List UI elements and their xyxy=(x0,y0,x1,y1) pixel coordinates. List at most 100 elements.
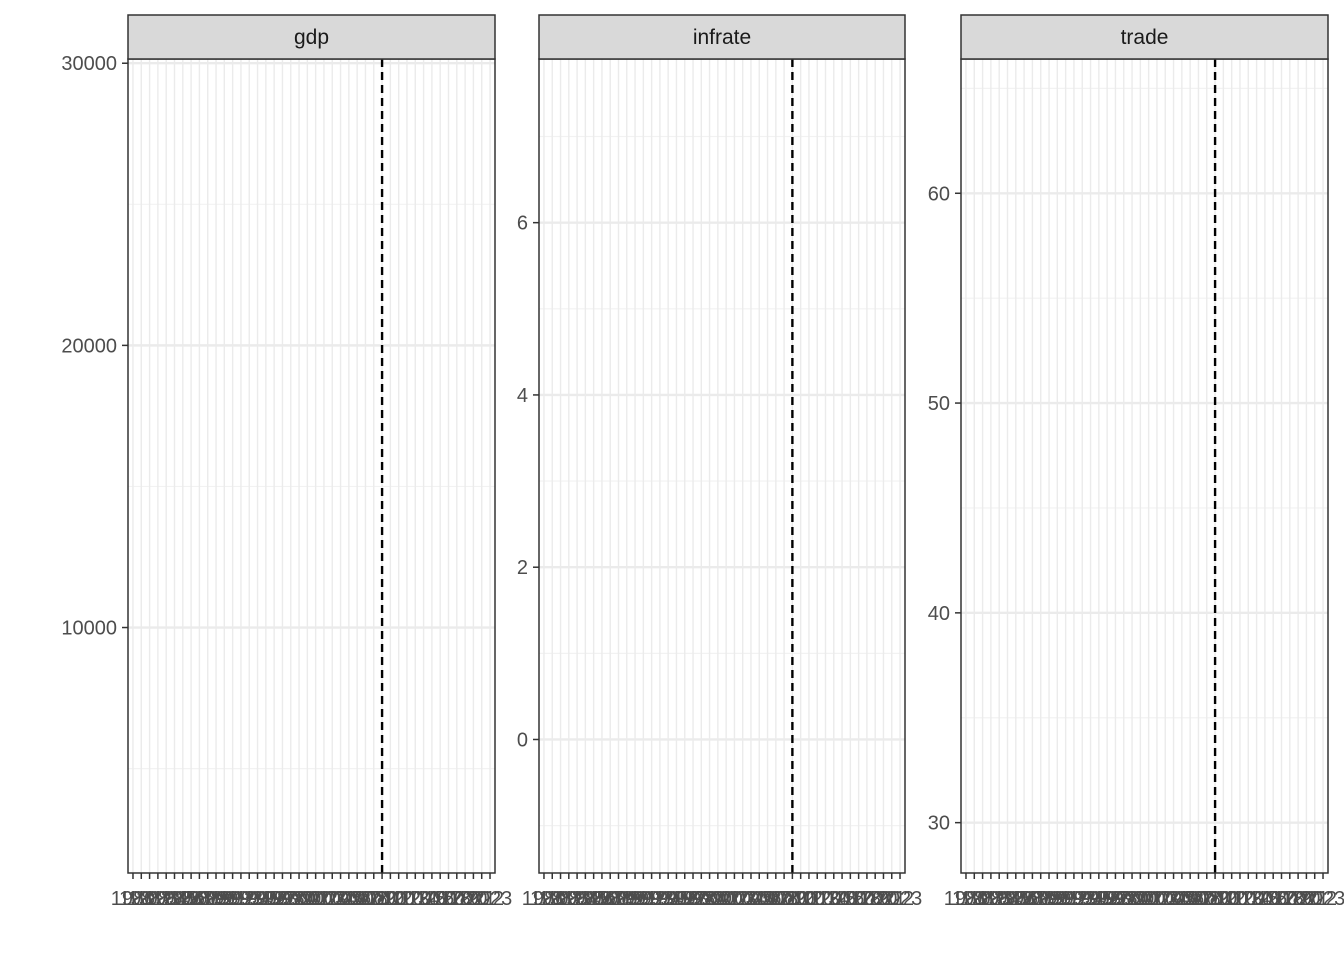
x-tick-label: 2010 xyxy=(360,888,405,910)
x-tick-label: 2009 xyxy=(352,888,397,910)
x-tick-label: 2023 xyxy=(468,888,513,910)
x-tick-label: 2011 xyxy=(369,888,412,910)
x-tick-label: 2016 xyxy=(820,888,865,910)
x-tick-label: 2008 xyxy=(1176,888,1221,910)
x-tick-label: 2002 xyxy=(293,888,338,910)
x-tick-label: 2006 xyxy=(327,888,372,910)
x-tick-label: 1985 xyxy=(985,888,1030,910)
x-tick-label: 2018 xyxy=(426,888,471,910)
y-tick-label: 40 xyxy=(928,603,950,625)
x-tick-label: 2005 xyxy=(318,888,363,910)
x-tick-label: 2012 xyxy=(787,888,832,910)
y-tick-label: 4 xyxy=(517,385,528,407)
x-tick-label: 2016 xyxy=(1243,888,1288,910)
x-tick-label: 2017 xyxy=(1251,888,1296,910)
x-tick-label: 1985 xyxy=(563,888,608,910)
x-tick-label: 2001 xyxy=(696,888,741,910)
x-tick-label: 2004 xyxy=(1143,888,1188,910)
x-tick-label: 2014 xyxy=(393,888,438,910)
x-tick-label: 1992 xyxy=(1043,888,1088,910)
x-tick-label: 1996 xyxy=(244,888,289,910)
facet-strip xyxy=(127,14,496,60)
x-tick-label: 1990 xyxy=(1027,888,1072,910)
x-tick-label: 1981 xyxy=(530,888,575,910)
y-tick-label: 0 xyxy=(517,729,528,751)
x-tick-label: 2005 xyxy=(1151,888,1196,910)
x-tick-label: 1994 xyxy=(1060,888,1105,910)
x-tick-label: 1980 xyxy=(944,888,989,910)
x-tick-label: 2006 xyxy=(737,888,782,910)
x-tick-label: 2014 xyxy=(803,888,848,910)
x-tick-label: 2020 xyxy=(853,888,898,910)
x-tick-label: 1987 xyxy=(169,888,214,910)
x-tick-label: 2007 xyxy=(1168,888,1213,910)
x-tick-label: 1997 xyxy=(1085,888,1130,910)
x-tick-label: 1995 xyxy=(646,888,691,910)
x-tick-label: 1987 xyxy=(1002,888,1047,910)
x-tick-label: 1997 xyxy=(662,888,707,910)
x-tick-label: 1980 xyxy=(522,888,567,910)
x-tick-label: 1993 xyxy=(1052,888,1097,910)
x-tick-label: 2001 xyxy=(285,888,330,910)
x-tick-label: 2022 xyxy=(459,888,504,910)
x-tick-label: 2002 xyxy=(1126,888,1171,910)
x-tick-label: 2005 xyxy=(729,888,774,910)
x-tick-label: 1989 xyxy=(185,888,230,910)
x-tick-label: 1990 xyxy=(605,888,650,910)
x-tick-label: 1984 xyxy=(144,888,189,910)
x-tick-label: 2021 xyxy=(861,888,906,910)
x-tick-label: 1991 xyxy=(202,888,247,910)
x-tick-label: 1982 xyxy=(538,888,583,910)
facet-panel-gdp: gdp1000020000300001980198119821983198419… xyxy=(61,14,513,910)
x-tick-label: 1992 xyxy=(621,888,666,910)
panel-background xyxy=(128,59,495,873)
x-tick-label: 1982 xyxy=(127,888,172,910)
x-tick-label: 2010 xyxy=(1193,888,1238,910)
x-tick-label: 2021 xyxy=(1284,888,1329,910)
x-tick-label: 1996 xyxy=(654,888,699,910)
x-tick-label: 1985 xyxy=(152,888,197,910)
facet-panel-trade: trade 30 40 50 60 198019811982198319841985198… xyxy=(928,14,1344,910)
x-tick-label: 2014 xyxy=(1226,888,1271,910)
y-tick-label: 2 xyxy=(517,557,528,579)
x-tick-label: 2007 xyxy=(745,888,790,910)
x-tick-label: 1994 xyxy=(638,888,683,910)
x-tick-label: 2019 xyxy=(845,888,890,910)
y-tick-label: 50 xyxy=(928,393,950,415)
x-tick-label: 2008 xyxy=(343,888,388,910)
y-tick-label: 20000 xyxy=(61,335,117,357)
x-tick-label: 1994 xyxy=(227,888,272,910)
x-tick-label: 1988 xyxy=(1010,888,1055,910)
x-tick-label: 1999 xyxy=(268,888,313,910)
panel-background xyxy=(961,59,1328,873)
x-tick-label: 1991 xyxy=(1035,888,1080,910)
x-tick-label: 2011 xyxy=(1202,888,1245,910)
x-tick-label: 2009 xyxy=(1185,888,1230,910)
x-tick-label: 1998 xyxy=(671,888,716,910)
y-tick-label: 6 xyxy=(517,213,528,235)
facet-strip-label: infrate xyxy=(693,26,751,49)
x-tick-label: 1995 xyxy=(1068,888,1113,910)
x-tick-label: 1984 xyxy=(977,888,1022,910)
x-tick-label: 2013 xyxy=(795,888,840,910)
y-tick-label: 10000 xyxy=(61,618,117,640)
x-tick-label: 2018 xyxy=(1259,888,1304,910)
facet-strip xyxy=(960,14,1329,60)
x-tick-label: 2006 xyxy=(1160,888,1205,910)
x-tick-label: 2019 xyxy=(435,888,480,910)
x-tick-label: 2013 xyxy=(385,888,430,910)
x-tick-label: 2017 xyxy=(418,888,463,910)
x-tick-label: 2001 xyxy=(1118,888,1163,910)
x-tick-label: 2010 xyxy=(770,888,815,910)
x-tick-label: 2023 xyxy=(1301,888,1344,910)
x-tick-label: 2012 xyxy=(376,888,421,910)
x-tick-label: 1993 xyxy=(219,888,264,910)
x-tick-label: 2004 xyxy=(720,888,765,910)
x-tick-label: 1988 xyxy=(588,888,633,910)
y-tick-label: 30000 xyxy=(61,53,117,75)
x-tick-label: 2002 xyxy=(704,888,749,910)
x-tick-label: 2012 xyxy=(1209,888,1254,910)
x-tick-label: 1998 xyxy=(260,888,305,910)
x-tick-label: 1981 xyxy=(952,888,997,910)
